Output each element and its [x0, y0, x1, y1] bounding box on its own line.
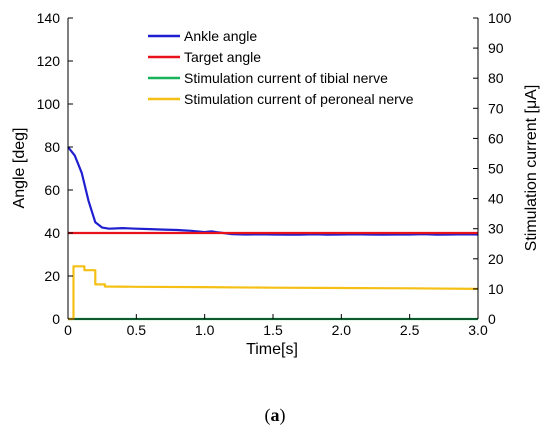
- y2-tick-label-9: 90: [488, 40, 504, 56]
- legend-label-1: Target angle: [184, 49, 261, 65]
- y2-tick-label-5: 50: [488, 161, 504, 177]
- y2-axis-title: Stimulation current [μA]: [523, 85, 540, 252]
- y2-tick-label-8: 80: [488, 70, 504, 86]
- caption-close: ): [279, 405, 286, 425]
- series-line-0: [67, 146, 479, 236]
- x-tick-label-1: 0.5: [127, 322, 147, 338]
- caption-open: (: [264, 405, 271, 425]
- legend-label-2: Stimulation current of tibial nerve: [184, 70, 388, 86]
- series-line-3: [68, 265, 479, 321]
- x-tick-label-0: 0: [64, 322, 72, 338]
- x-tick-label-4: 2.0: [332, 322, 352, 338]
- y2-tick-label-6: 60: [488, 130, 504, 146]
- y2-tick-label-4: 40: [488, 191, 504, 207]
- x-tick-label-3: 1.5: [263, 322, 283, 338]
- y2-tick-label-1: 10: [488, 281, 504, 297]
- y-tick-label-5: 100: [37, 96, 61, 112]
- y-tick-label-6: 120: [37, 53, 61, 69]
- x-tick-label-2: 1.0: [195, 322, 215, 338]
- y-tick-label-7: 140: [37, 10, 61, 26]
- x-tick-label-5: 2.5: [400, 322, 420, 338]
- caption-letter: a: [270, 405, 280, 425]
- y2-tick-label-0: 0: [488, 311, 496, 327]
- chart: 0 0.5 1.0 1.5 2.0 2.5 3.0020406080100120140010…: [11, 10, 540, 358]
- y-tick-label-4: 80: [44, 139, 60, 155]
- legend-label-0: Ankle angle: [184, 28, 257, 44]
- y-tick-label-2: 40: [44, 225, 60, 241]
- y2-tick-label-2: 20: [488, 251, 504, 267]
- y-axis-title: Angle [deg]: [11, 128, 28, 209]
- y-tick-label-1: 20: [44, 268, 60, 284]
- y2-tick-label-10: 100: [488, 10, 512, 26]
- x-axis-title: Time[s]: [246, 341, 298, 358]
- legend-label-3: Stimulation current of peroneal nerve: [184, 91, 414, 107]
- x-tick-label-6: 3.0: [468, 322, 488, 338]
- y-tick-label-0: 0: [52, 311, 60, 327]
- figure-caption: (a): [0, 405, 550, 426]
- y2-tick-label-7: 70: [488, 100, 504, 116]
- y2-tick-label-3: 30: [488, 221, 504, 237]
- y-tick-label-3: 60: [44, 182, 60, 198]
